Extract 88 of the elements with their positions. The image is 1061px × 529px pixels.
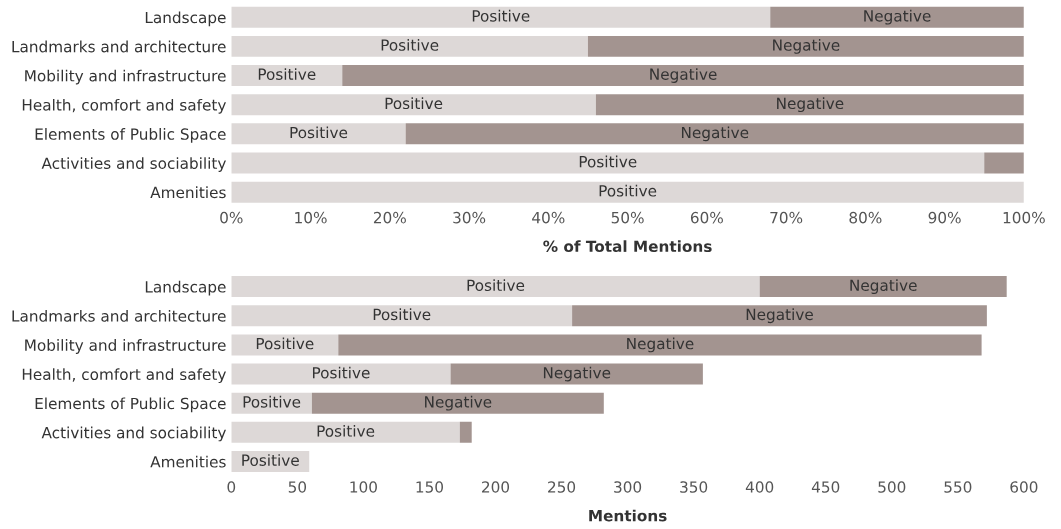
text: Negative <box>650 68 717 83</box>
y-tick-label: Activities and sociability <box>41 157 226 172</box>
y-tick-label: Amenities <box>150 455 226 468</box>
x-tick-label: 0% <box>220 211 243 224</box>
y-tick-label: Landmarks and architecture <box>12 309 226 322</box>
x-axis-title: % of Total Mentions <box>543 240 712 253</box>
text: Positive <box>256 337 314 350</box>
x-tick-label: 10% <box>295 211 327 224</box>
y-tick-label: Landscape <box>145 280 226 296</box>
bar <box>231 305 573 327</box>
x-tick-label: 100 <box>350 481 377 493</box>
x-tick-label: 300 <box>614 481 642 493</box>
x-tick-label: 0 <box>227 481 236 493</box>
y-tick-label: Landscape <box>145 11 226 27</box>
text: Negative <box>777 97 844 113</box>
x-tick-label: 350 <box>680 481 708 493</box>
x-tick-label: 550 <box>944 481 972 493</box>
x-tick-label: 50% <box>611 211 644 224</box>
bar <box>572 305 987 327</box>
text: Positive <box>385 97 443 110</box>
bar <box>595 94 1024 116</box>
bar <box>587 35 1024 57</box>
bar <box>231 152 985 174</box>
bar <box>450 363 703 385</box>
bar <box>984 152 1024 174</box>
bar <box>459 421 472 443</box>
text: Negative <box>425 395 492 411</box>
x-axis-title: Mentions <box>589 509 667 522</box>
text: Negative <box>627 337 694 353</box>
bar <box>231 65 343 87</box>
text: Positive <box>472 9 530 22</box>
bar <box>231 35 588 57</box>
bar <box>405 123 1024 145</box>
x-tick-label: 500 <box>878 481 906 493</box>
x-tick-label: 30% <box>453 211 486 224</box>
y-tick-label: Activities and sociability <box>41 426 226 442</box>
series-label: Positive <box>467 279 525 292</box>
series-label: Positive <box>381 38 439 51</box>
x-tick-label: 400 <box>745 481 774 493</box>
bar <box>231 94 596 116</box>
text: Positive <box>312 366 370 379</box>
y-tick-label: Health, comfort and safety <box>22 368 226 384</box>
y-tick-label: Landmarks and architecture <box>12 40 226 53</box>
text: Negative <box>543 366 611 382</box>
bar <box>231 276 760 298</box>
text: Positive <box>290 126 348 139</box>
x-tick-label: 90% <box>928 211 961 224</box>
series-label: Negative <box>850 279 917 294</box>
text: Negative <box>864 9 931 25</box>
y-tick-label: Elements of Public Space <box>35 397 226 413</box>
text: Positive <box>579 155 637 168</box>
text: Negative <box>681 126 749 142</box>
text: Positive <box>317 424 375 437</box>
x-tick-label: 600 <box>1010 481 1038 493</box>
x-tick-label: 80% <box>849 211 882 224</box>
series-label: Negative <box>773 38 840 54</box>
y-tick-label: Mobility and infrastructure <box>25 339 226 354</box>
x-tick-label: 150 <box>416 481 444 493</box>
x-tick-label: 60% <box>690 211 723 224</box>
bar <box>338 334 982 356</box>
text: Positive <box>243 395 301 408</box>
x-tick-label: 250 <box>548 481 576 493</box>
text: Positive <box>242 454 299 466</box>
x-tick-label: 200 <box>482 481 510 493</box>
x-tick-label: 70% <box>770 211 803 224</box>
y-tick-label: Elements of Public Space <box>35 128 226 143</box>
text: Positive <box>599 184 657 197</box>
bar <box>759 276 1007 298</box>
bar <box>231 363 451 385</box>
x-tick-label: 100% <box>1003 211 1045 224</box>
bar <box>342 65 1024 87</box>
x-tick-label: 40% <box>532 211 565 224</box>
bar <box>231 6 771 28</box>
y-tick-label: Health, comfort and safety <box>22 98 226 114</box>
bar <box>231 421 460 443</box>
y-tick-label: Amenities <box>150 186 226 199</box>
text: Positive <box>373 308 431 321</box>
bar <box>231 334 339 356</box>
x-tick-label: 20% <box>373 211 406 224</box>
bar <box>770 6 1024 28</box>
x-tick-label: 450 <box>811 481 840 493</box>
x-tick-label: 50 <box>288 481 307 493</box>
text: Negative <box>746 308 813 324</box>
text: Positive <box>258 68 316 80</box>
bar <box>311 392 604 414</box>
bar <box>231 123 406 145</box>
bar <box>231 181 1024 203</box>
y-tick-label: Mobility and infrastructure <box>25 69 226 85</box>
